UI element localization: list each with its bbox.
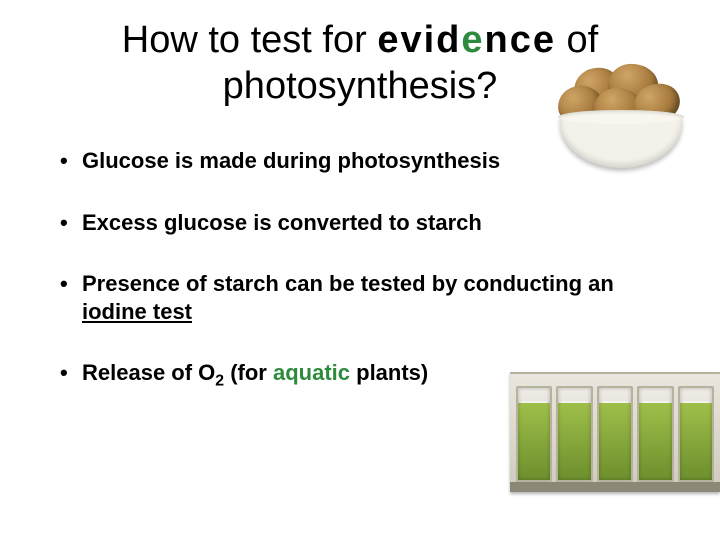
- underlined-term: iodine test: [82, 299, 192, 324]
- title-evidence: evidence: [377, 19, 556, 61]
- title-part2: of: [556, 19, 598, 61]
- title-line2: photosynthesis?: [223, 65, 498, 107]
- title-part1: How to test for: [122, 19, 378, 61]
- shelf: [510, 482, 720, 492]
- aquatic-word: aquatic: [273, 360, 350, 385]
- tank-icon: [516, 386, 552, 482]
- tank-icon: [597, 386, 633, 482]
- aquatic-tanks-image: [510, 372, 720, 492]
- bowl-icon: [560, 116, 682, 168]
- subscript: 2: [215, 373, 224, 390]
- bullet-item: Presence of starch can be tested by cond…: [60, 270, 682, 325]
- potato-bowl-image: [546, 62, 696, 172]
- slide: How to test for evidence of photosynthes…: [0, 0, 720, 540]
- tank-icon: [637, 386, 673, 482]
- bullet-list: Glucose is made during photosynthesis Ex…: [38, 147, 682, 391]
- tank-icon: [678, 386, 714, 482]
- tank-icon: [556, 386, 592, 482]
- bullet-item: Excess glucose is converted to starch: [60, 209, 682, 237]
